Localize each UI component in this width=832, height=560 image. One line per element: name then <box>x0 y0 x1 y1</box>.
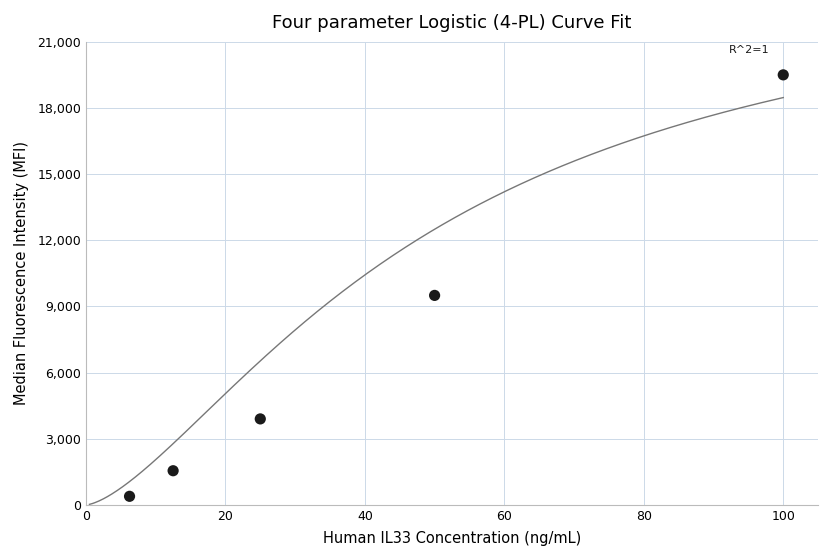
Point <box>254 414 267 423</box>
Point <box>123 492 136 501</box>
Point <box>776 71 790 80</box>
X-axis label: Human IL33 Concentration (ng/mL): Human IL33 Concentration (ng/mL) <box>323 531 582 546</box>
Title: Four parameter Logistic (4-PL) Curve Fit: Four parameter Logistic (4-PL) Curve Fit <box>272 14 631 32</box>
Text: R^2=1: R^2=1 <box>729 45 770 55</box>
Point <box>166 466 180 475</box>
Point <box>428 291 441 300</box>
Y-axis label: Median Fluorescence Intensity (MFI): Median Fluorescence Intensity (MFI) <box>14 141 29 405</box>
